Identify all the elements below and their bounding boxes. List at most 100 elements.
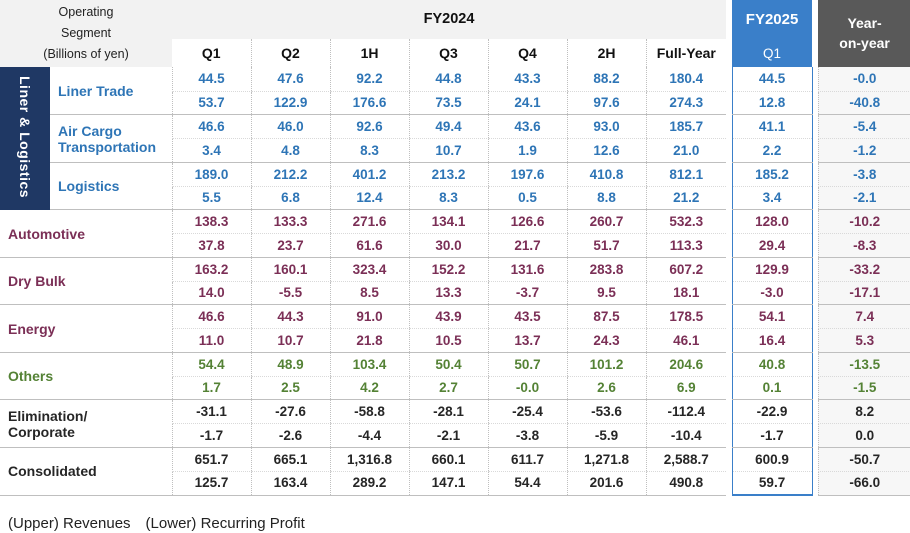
profit-cell: -0.0 — [487, 376, 568, 401]
column-header-full-year: Full-Year — [645, 39, 727, 68]
profit-cell: 4.2 — [329, 376, 410, 401]
revenue-cell: 401.2 — [329, 162, 410, 187]
profit-cell: 2.6 — [566, 376, 647, 401]
profit-cell: 289.2 — [329, 471, 410, 496]
profit-cell: 97.6 — [566, 91, 647, 116]
profit-cell: 5.3 — [817, 328, 910, 353]
profit-cell: 59.7 — [731, 471, 813, 496]
segment-header-line1: Operating — [58, 4, 114, 19]
segment-name: Automotive — [0, 209, 173, 258]
profit-cell: 4.8 — [250, 138, 331, 163]
revenue-cell: 665.1 — [250, 447, 331, 472]
revenue-cell: 44.5 — [731, 67, 813, 92]
profit-cell: 3.4 — [171, 138, 252, 163]
profit-cell: 54.4 — [487, 471, 568, 496]
profit-cell: 201.6 — [566, 471, 647, 496]
revenue-cell: 44.5 — [171, 67, 252, 92]
profit-cell: 24.1 — [487, 91, 568, 116]
table-row: 14.0 -5.5 8.5 13.3 -3.7 9.5 18.1 -3.0 -17.1 — [0, 281, 910, 306]
revenue-cell: 47.6 — [250, 67, 331, 92]
segment-header-line3: (Billions of yen) — [43, 47, 129, 62]
profit-cell: -5.9 — [566, 423, 647, 448]
revenue-cell: 40.8 — [731, 352, 813, 377]
revenue-cell: 87.5 — [566, 304, 647, 330]
group-label-liner-logistics: Liner & Logistics — [0, 67, 50, 210]
segment-name: Dry Bulk — [0, 257, 173, 306]
segment-name-line2: Corporate — [8, 423, 75, 440]
revenue-cell: 152.2 — [408, 257, 489, 282]
revenue-cell: 2,588.7 — [645, 447, 727, 472]
table-row: 5.5 6.8 12.4 8.3 0.5 8.8 21.2 3.4 -2.1 — [0, 186, 910, 211]
revenue-cell: -112.4 — [645, 399, 727, 425]
table-row: 53.7 122.9 176.6 73.5 24.1 97.6 274.3 12.8 -40.8 — [0, 91, 910, 116]
table-row: 125.7 163.4 289.2 147.1 54.4 201.6 490.8 59.7 -6… — [0, 471, 910, 496]
profit-cell: 0.1 — [731, 376, 813, 401]
profit-cell: 6.8 — [250, 186, 331, 211]
profit-cell: -3.0 — [731, 281, 813, 306]
segment-results-table: Operating Segment (Billions of yen) FY20… — [0, 0, 910, 496]
table-row: Logistics 189.0 212.2 401.2 213.2 197.6 410.8 8… — [0, 162, 910, 211]
revenue-cell: 101.2 — [566, 352, 647, 377]
revenue-cell: 129.9 — [731, 257, 813, 282]
revenue-cell: 600.9 — [731, 447, 813, 472]
revenue-cell: 1,316.8 — [329, 447, 410, 472]
column-header-2h: 2H — [566, 39, 647, 68]
revenue-cell: 185.2 — [731, 162, 813, 187]
revenue-cell: 134.1 — [408, 209, 489, 235]
profit-cell: 1.7 — [171, 376, 252, 401]
revenue-cell: 126.6 — [487, 209, 568, 235]
profit-cell: 21.7 — [487, 233, 568, 258]
profit-cell: 46.1 — [645, 328, 727, 353]
revenue-cell: 163.2 — [171, 257, 252, 282]
profit-cell: -1.7 — [731, 423, 813, 448]
revenue-cell: -31.1 — [171, 399, 252, 425]
table-row: Liner & Logistics Liner Trade 44.5 47.6 92.2… — [0, 67, 910, 210]
table-row: Energy 46.6 44.3 91.0 43.9 43.5 87.5 178.5 54.1 7… — [0, 304, 910, 353]
profit-cell: -2.6 — [250, 423, 331, 448]
revenue-cell: 213.2 — [408, 162, 489, 187]
column-header-q4: Q4 — [487, 39, 568, 68]
revenue-cell: 43.6 — [487, 114, 568, 140]
segment-name-line1: Air Cargo — [58, 122, 122, 139]
table-row: Dry Bulk 163.2 160.1 323.4 152.2 131.6 283.8 60… — [0, 257, 910, 306]
revenue-cell: -22.9 — [731, 399, 813, 425]
profit-cell: -2.1 — [817, 186, 910, 211]
table-row: 3.4 4.8 8.3 10.7 1.9 12.6 21.0 2.2 -1.2 — [0, 138, 910, 163]
profit-cell: 147.1 — [408, 471, 489, 496]
profit-cell: 3.4 — [731, 186, 813, 211]
profit-cell: 11.0 — [171, 328, 252, 353]
profit-cell: 10.7 — [250, 328, 331, 353]
profit-cell: 274.3 — [645, 91, 727, 116]
revenue-cell: 43.9 — [408, 304, 489, 330]
revenue-cell: -3.8 — [817, 162, 910, 187]
profit-cell: 13.7 — [487, 328, 568, 353]
revenue-cell: 131.6 — [487, 257, 568, 282]
fy2025-header: FY2025 — [732, 0, 813, 40]
profit-cell: 21.0 — [645, 138, 727, 163]
revenue-cell: 46.0 — [250, 114, 331, 140]
segment-name: Others — [0, 352, 173, 401]
profit-cell: -1.7 — [171, 423, 252, 448]
segment-header-line2: Segment — [60, 26, 112, 41]
segment-header: Operating Segment (Billions of yen) — [0, 0, 173, 68]
revenue-cell: 283.8 — [566, 257, 647, 282]
column-header-1h: 1H — [329, 39, 410, 68]
revenue-cell: -53.6 — [566, 399, 647, 425]
profit-cell: 125.7 — [171, 471, 252, 496]
profit-cell: 6.9 — [645, 376, 727, 401]
profit-cell: 10.5 — [408, 328, 489, 353]
table-row: 37.8 23.7 61.6 30.0 21.7 51.7 113.3 29.4 -8.3 — [0, 233, 910, 258]
profit-cell: 0.5 — [487, 186, 568, 211]
profit-cell: 73.5 — [408, 91, 489, 116]
table-row: Others 54.4 48.9 103.4 50.4 50.7 101.2 204.6 40.… — [0, 352, 910, 401]
revenue-cell: 189.0 — [171, 162, 252, 187]
profit-cell: 8.3 — [329, 138, 410, 163]
revenue-cell: 138.3 — [171, 209, 252, 235]
revenue-cell: 92.6 — [329, 114, 410, 140]
revenue-cell: 212.2 — [250, 162, 331, 187]
segment-name-line2: Transportation — [58, 138, 157, 155]
profit-cell: -3.8 — [487, 423, 568, 448]
revenue-cell: 271.6 — [329, 209, 410, 235]
segment-name: Liner Trade — [50, 67, 173, 116]
profit-cell: 51.7 — [566, 233, 647, 258]
